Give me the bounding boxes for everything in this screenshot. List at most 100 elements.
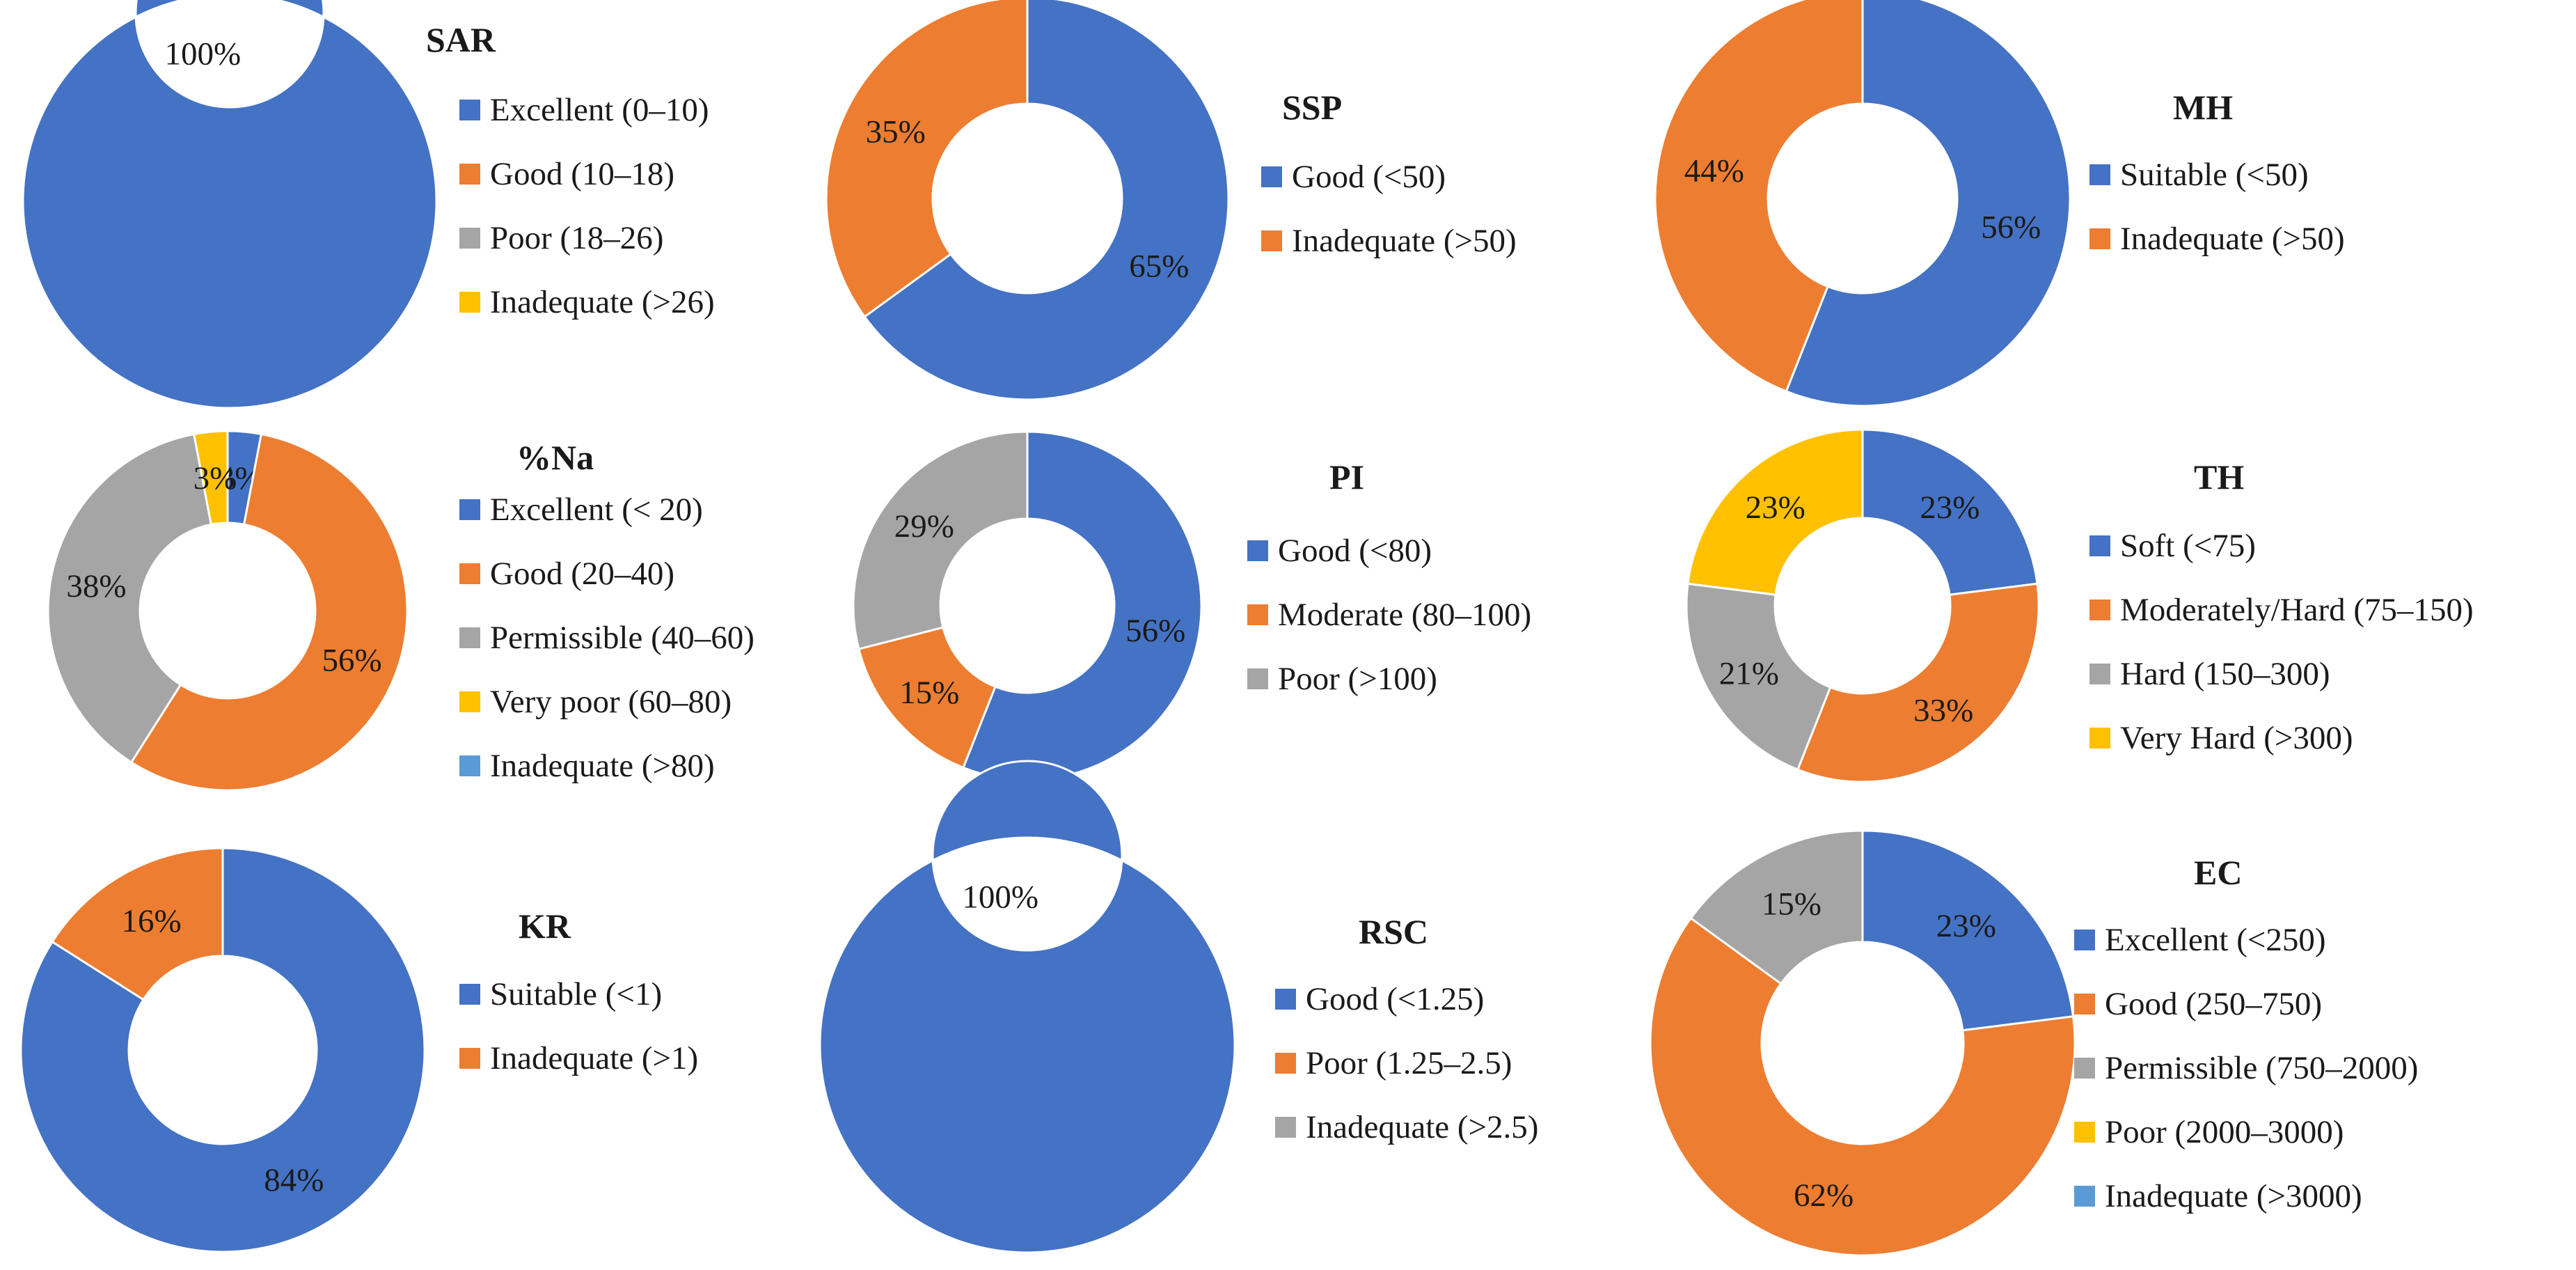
slice-na-3 [192,430,229,526]
legend-label: Poor (18–26) [490,220,664,256]
legend-swatch [2074,930,2095,950]
data-label-pi-1: 15% [899,675,959,711]
slice-na-2 [47,432,213,764]
donut-na: 3%56%38%3% [47,430,409,792]
slice-th-3 [1686,428,1864,596]
chart-title: MH [2173,88,2234,127]
legend-item: Inadequate (>80) [459,734,754,798]
legend-swatch [1275,1053,1296,1074]
legend-item: Soft (<75) [2089,514,2474,578]
data-label-th-0: 23% [1920,489,1980,526]
legend-label: Inadequate (>50) [2120,221,2345,257]
data-label-na-2: 38% [66,568,126,604]
donut-mh: 56% 44% [1654,0,2071,407]
legend-swatch [2074,994,2095,1014]
legend: Excellent (0–10) Good (10–18) Poor (18–2… [459,78,715,334]
legend-item: Excellent (0–10) [459,78,715,142]
data-label-th-2: 21% [1719,655,1779,691]
legend-item: Inadequate (>1) [459,1026,698,1090]
legend-swatch [459,984,480,1005]
data-label-pi-2: 29% [894,508,954,544]
slice-ssp-0 [863,0,1230,401]
slice-kr-1 [51,847,224,1001]
legend-label: Inadequate (>1) [490,1040,699,1076]
slice-ec-0 [1861,829,2075,1032]
chart-na: 3% 56% 38% 3% %Na Excellent (< 20) Good (20… [0,423,858,847]
legend-swatch [1247,668,1268,689]
legend-item: Good (20–40) [459,542,754,606]
donut-sar: 100% [22,0,438,409]
legend-label: Permissible (750–2000) [2105,1050,2419,1086]
legend-item: Suitable (<1) [459,962,698,1026]
data-label-na-3: 3% [193,460,237,496]
data-label-rsc-0: 100% [962,879,1038,916]
legend-label: Excellent (<250) [2105,922,2326,958]
chart-title: KR [519,907,571,946]
data-label-ec-2: 15% [1762,886,1822,923]
chart-title: SAR [426,20,496,59]
slice-sar-0 [22,0,438,409]
legend-label: Poor (>100) [1278,661,1437,697]
legend-swatch [2089,535,2110,556]
legend-label: Inadequate (>26) [490,284,715,320]
legend-label: Good (20–40) [490,556,674,592]
slice-ssp-1 [825,0,1029,318]
chart-mh: 56% 44% MH Suitable (<50) Inadequate (>50… [1654,0,2515,423]
legend-swatch [459,100,480,120]
data-label-th-1: 33% [1913,693,1973,729]
chart-pi: 56% 15% 29% PI Good (<80) Moderate (80–100… [821,423,1680,847]
legend-swatch [459,563,480,584]
legend: Good (<80) Moderate (80–100) Poor (>100) [1247,519,1531,711]
data-label-th-3: 23% [1746,489,1805,526]
slice-ec-2 [1689,829,1864,985]
slice-rsc-0 [819,760,1236,1254]
legend-swatch [2089,728,2110,748]
slice-mh-1 [1654,0,1864,393]
legend-item: Good (250–750) [2074,972,2418,1036]
chart-title: PI [1329,457,1364,496]
chart-title: %Na [516,438,594,477]
legend-swatch [459,292,480,313]
legend: Good (<50) Inadequate (>50) [1261,145,1517,273]
legend: Good (<1.25) Poor (1.25–2.5) Inadequate … [1275,967,1538,1159]
legend-swatch [2074,1186,2095,1207]
donut-th: 23% 33% 21% 23% [1685,428,2040,783]
data-label-ssp-1: 35% [866,114,926,150]
chart-title: RSC [1359,912,1429,951]
legend: Excellent (< 20) Good (20–40) Permissibl… [459,478,754,798]
legend-label: Soft (<75) [2120,528,2256,564]
donut-ec: 23% 62% 15% [1649,829,2076,1257]
legend-swatch [1275,989,1296,1010]
slice-pi-2 [852,430,1029,650]
chart-title: TH [2194,457,2245,496]
legend-item: Inadequate (>50) [1261,209,1517,273]
legend-label: Inadequate (>2.5) [1306,1109,1539,1145]
donut-pi: 56% 15% 29% [852,430,1203,781]
legend-swatch [2089,228,2110,249]
legend-item: Inadequate (>2.5) [1275,1095,1538,1159]
legend-swatch [1261,230,1282,251]
legend-label: Excellent (0–10) [490,92,709,128]
legend-label: Good (250–750) [2105,986,2322,1022]
legend-label: Good (10–18) [490,156,674,192]
legend-swatch [459,755,480,776]
legend-item: Moderately/Hard (75–150) [2089,578,2474,642]
donut-kr: 84% 16% [19,847,426,1253]
legend-label: Good (<50) [1292,159,1446,195]
slice-th-2 [1685,582,1832,771]
slice-pi-1 [858,626,997,769]
chart-title: EC [2194,853,2243,892]
legend-item: Inadequate (>3000) [2074,1164,2418,1228]
data-label-ec-0: 23% [1936,908,1996,944]
legend-item: Inadequate (>50) [2089,207,2345,271]
legend-swatch [2074,1122,2095,1143]
slice-kr-0 [19,847,426,1253]
chart-ec: 23% 62% 15% EC Excellent (<250) Good (250–… [1649,829,2515,1270]
legend-swatch [1275,1117,1296,1138]
legend-item: Permissible (750–2000) [2074,1036,2418,1100]
chart-rsc: 100% RSC Good (<1.25) Poor (1.25–2.5) In… [819,760,1680,1270]
data-label-mh-1: 44% [1684,152,1744,189]
legend-label: Inadequate (>50) [1292,223,1517,259]
slice-th-0 [1861,428,2039,596]
legend-swatch [459,1048,480,1069]
